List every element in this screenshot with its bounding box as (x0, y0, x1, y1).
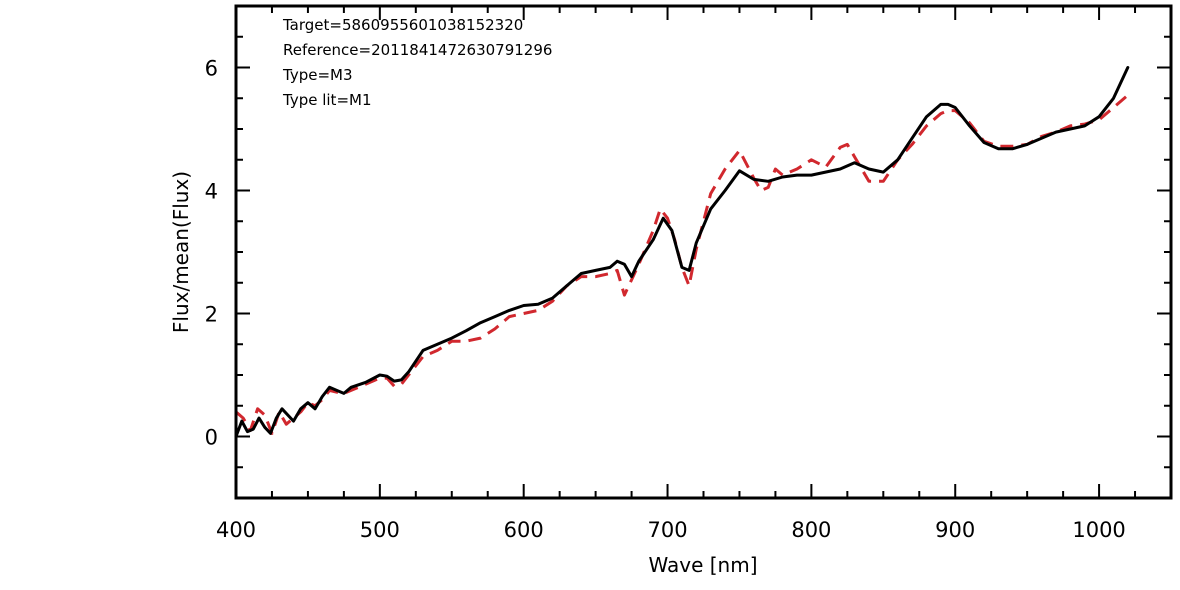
x-axis-label: Wave [nm] (648, 553, 757, 577)
y-tick-label: 4 (205, 180, 218, 204)
y-tick-label: 2 (205, 303, 218, 327)
x-tick-label: 700 (647, 518, 687, 542)
axis-ticks (235, 5, 1172, 499)
series-line-target (234, 66, 1130, 438)
x-tick-label: 900 (935, 518, 975, 542)
annotation-type: Type=M3 (282, 66, 353, 84)
annotation-reference: Reference=2011841472630791296 (283, 41, 552, 59)
x-tick-label: 800 (791, 518, 831, 542)
x-tick-label: 500 (360, 518, 400, 542)
y-axis-label: Flux/mean(Flux) (169, 171, 193, 333)
annotation-target: Target=5860955601038152320 (282, 16, 523, 34)
tick-labels: 400 500 600 700 800 900 1000 0 2 4 6 (205, 57, 1126, 543)
x-tick-label: 1000 (1072, 518, 1125, 542)
annotations: Target=5860955601038152320 Reference=201… (282, 16, 552, 109)
x-tick-label: 600 (504, 518, 544, 542)
x-tick-label: 400 (216, 518, 256, 542)
plot-frame (234, 4, 1173, 500)
y-tick-label: 6 (205, 57, 218, 81)
plot-marks (234, 66, 1130, 438)
annotation-type-lit: Type lit=M1 (282, 91, 372, 109)
y-tick-label: 0 (205, 426, 218, 450)
series-line-reference (235, 94, 1129, 435)
